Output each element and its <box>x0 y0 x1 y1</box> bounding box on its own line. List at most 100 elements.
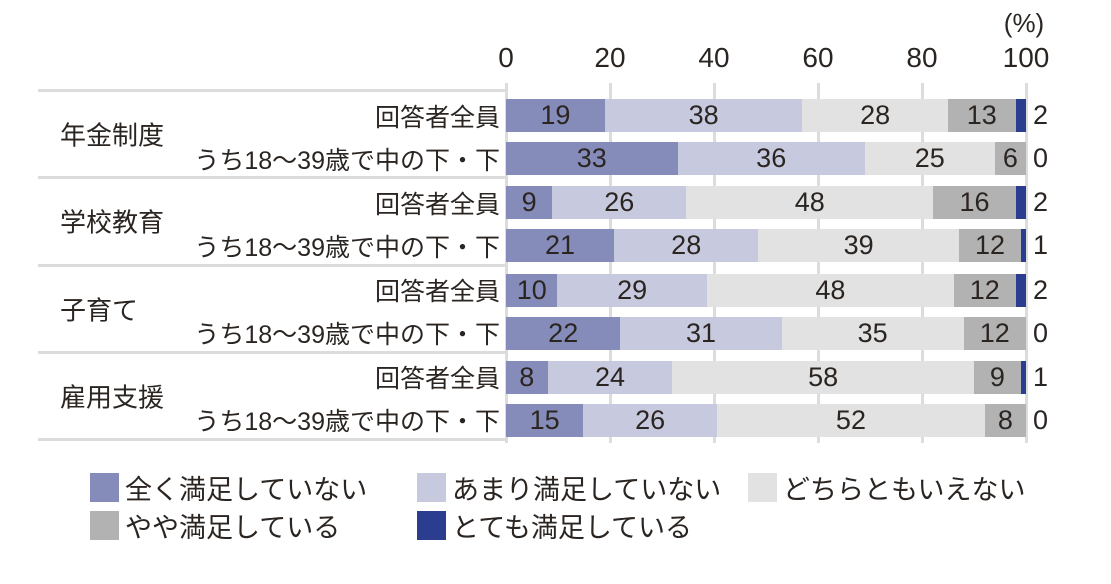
bar-row: 10 29 48 12 2 <box>506 273 1048 307</box>
bar-segment: 33 <box>506 142 678 175</box>
outside-value-label: 1 <box>1033 361 1049 392</box>
group-cell: 子育て 回答者全員 うち18〜39歳で中の下・下 <box>38 263 506 351</box>
bar-segment: 36 <box>677 142 865 175</box>
bar-segment: 39 <box>758 229 960 263</box>
bar-segment: 12 <box>953 273 1016 307</box>
row-label: 回答者全員 <box>374 103 500 132</box>
bar-row: 9 26 48 16 2 <box>506 186 1048 220</box>
bar-value-label: 9 <box>989 361 1005 392</box>
bar-segment: 31 <box>620 316 782 350</box>
bar-value-label: 15 <box>529 404 560 435</box>
bar-segment: 16 <box>933 186 1016 220</box>
axis-tick-label: 100 <box>1002 42 1050 73</box>
bar-value-label: 12 <box>974 230 1005 261</box>
bar-value-label: 13 <box>966 100 997 130</box>
bar-segment: 10 <box>506 273 558 307</box>
bar-segment: 26 <box>583 403 718 437</box>
bar-segment: 19 <box>506 99 605 132</box>
bar-segment: 22 <box>506 316 621 350</box>
bar-group: 10 29 48 12 2 22 31 35 12 0 <box>506 264 1048 351</box>
bar-group: 8 24 58 9 1 15 26 52 8 0 <box>506 351 1048 438</box>
bar-row: 19 38 28 13 2 <box>506 99 1048 132</box>
bar-segment <box>1015 273 1026 307</box>
legend-label: どちらともいえない <box>783 475 1026 505</box>
bar-row: 15 26 52 8 0 <box>506 403 1048 437</box>
bar-segment <box>1015 99 1026 132</box>
bar-value-label: 28 <box>860 100 891 130</box>
group-cell: 雇用支援 回答者全員 うち18〜39歳で中の下・下 <box>38 350 506 438</box>
bar-value-label: 39 <box>843 230 874 261</box>
bar-segment: 8 <box>506 360 548 394</box>
legend-item: どちらともいえない <box>748 468 1025 507</box>
bar-segment: 21 <box>506 229 615 263</box>
outside-value-label: 0 <box>1033 143 1049 173</box>
bar-segment: 58 <box>672 360 974 394</box>
outside-value-label: 2 <box>1033 187 1049 218</box>
bar-row: 33 36 25 6 0 <box>506 142 1048 175</box>
bar-value-label: 21 <box>545 230 576 261</box>
bar-value-label: 8 <box>997 404 1013 435</box>
gridline <box>921 83 924 443</box>
bar-value-label: 31 <box>685 317 717 348</box>
outside-value-label: 0 <box>1033 317 1049 348</box>
bar-value-label: 26 <box>604 187 635 218</box>
row-label: うち18〜39歳で中の下・下 <box>194 321 500 349</box>
group-cell: 年金制度 回答者全員 うち18〜39歳で中の下・下 <box>38 89 506 176</box>
outside-value-label: 1 <box>1033 230 1049 261</box>
group-label: 学校教育 <box>60 207 165 238</box>
bar-value-label: 29 <box>617 274 648 305</box>
row-label: 回答者全員 <box>374 190 500 219</box>
bar-value-label: 48 <box>815 274 846 305</box>
outside-value-label: 2 <box>1033 274 1049 305</box>
bar-segment <box>1020 360 1026 394</box>
bar-value-label: 26 <box>635 404 666 435</box>
bar-segment: 35 <box>781 316 964 350</box>
bar-value-label: 16 <box>959 187 990 218</box>
legend-item: あまり満足していない <box>417 468 721 507</box>
legend-swatch <box>748 473 777 502</box>
bar-segment <box>1015 186 1026 220</box>
gridline <box>713 83 716 443</box>
bar-value-label: 48 <box>794 187 825 218</box>
outside-value-label: 2 <box>1033 100 1049 130</box>
bar-value-label: 36 <box>756 143 787 173</box>
gridline <box>1025 83 1028 443</box>
legend-item: 全く満足していない <box>90 468 367 507</box>
legend-label: やや満足している <box>125 513 341 543</box>
row-label: うち18〜39歳で中の下・下 <box>194 408 500 437</box>
bar-segment: 8 <box>984 403 1026 437</box>
bar-value-label: 22 <box>548 317 579 348</box>
legend-item: とても満足している <box>417 506 692 545</box>
legend-swatch <box>90 511 119 540</box>
axis-tick-label: 60 <box>802 42 834 73</box>
bar-segment: 28 <box>614 229 759 263</box>
legend-swatch <box>417 473 446 502</box>
gridline <box>609 83 612 443</box>
bar-value-label: 10 <box>516 274 547 305</box>
bar-row: 21 28 39 12 1 <box>506 229 1048 263</box>
bars-plot-area: 19 38 28 13 2 33 36 25 6 0 9 26 48 16 2 21 28 39 12 1 10 29 48… <box>506 89 1048 438</box>
row-label: うち18〜39歳で中の下・下 <box>194 146 500 175</box>
legend-label: 全く満足していない <box>125 475 368 505</box>
axis-tick-label: 20 <box>594 42 626 73</box>
bar-segment: 25 <box>864 142 995 175</box>
bar-value-label: 33 <box>576 143 607 173</box>
bar-segment: 12 <box>963 316 1027 350</box>
bar-segment: 6 <box>994 142 1026 175</box>
bar-segment: 9 <box>973 360 1021 394</box>
legend-item: やや満足している <box>90 506 340 545</box>
bar-value-label: 25 <box>914 143 945 173</box>
axis-tick-label: 0 <box>498 42 514 73</box>
group-cell: 学校教育 回答者全員 うち18〜39歳で中の下・下 <box>38 176 506 263</box>
bar-segment: 48 <box>706 273 954 307</box>
bar-segment: 28 <box>802 99 948 132</box>
bar-value-label: 35 <box>857 317 888 348</box>
row-label: 回答者全員 <box>374 278 500 306</box>
row-label: 回答者全員 <box>374 365 500 394</box>
outside-value-label: 0 <box>1033 404 1049 435</box>
bar-segment: 12 <box>959 229 1021 263</box>
bar-value-label: 19 <box>540 100 571 130</box>
axis-tick-label: 80 <box>906 42 938 73</box>
bar-value-label: 8 <box>519 361 535 392</box>
gridline <box>817 83 820 443</box>
